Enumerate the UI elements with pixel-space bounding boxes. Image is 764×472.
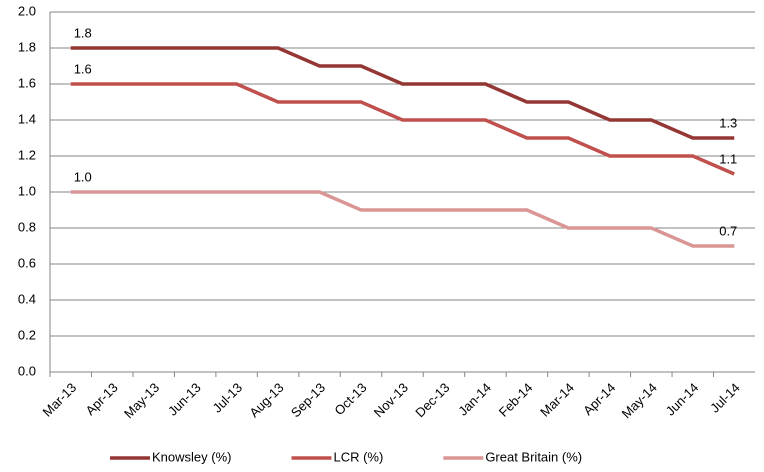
x-tick-label: Feb-14 — [496, 380, 536, 420]
legend-label: LCR (%) — [333, 449, 383, 464]
series-line — [70, 46, 735, 140]
x-tick-label: Jan-14 — [455, 380, 494, 419]
y-tick-label: 1.4 — [18, 111, 36, 126]
y-tick-label: 1.2 — [18, 147, 36, 162]
x-tick-label: Oct-13 — [331, 380, 369, 418]
x-tick-label: Apr-14 — [580, 380, 618, 418]
y-tick-label: 0.0 — [18, 363, 36, 378]
data-label: 1.6 — [74, 61, 92, 76]
data-label: 1.0 — [74, 169, 92, 184]
y-tick-label: 1.0 — [18, 183, 36, 198]
x-tick-label: Jun-14 — [663, 380, 702, 419]
y-tick-label: 0.8 — [18, 219, 36, 234]
x-tick-label: Dec-13 — [412, 380, 452, 420]
series-line — [70, 190, 735, 248]
y-tick-label: 2.0 — [18, 3, 36, 18]
x-tick-label: Apr-13 — [83, 380, 121, 418]
legend-label: Great Britain (%) — [485, 449, 582, 464]
x-tick-label: Aug-13 — [246, 380, 286, 420]
data-label: 0.7 — [719, 223, 737, 238]
x-tick-label: Nov-13 — [371, 380, 411, 420]
data-label: 1.8 — [74, 25, 92, 40]
x-tick-label: May-14 — [619, 380, 660, 421]
y-tick-label: 1.8 — [18, 39, 36, 54]
y-tick-label: 1.6 — [18, 75, 36, 90]
y-tick-label: 0.2 — [18, 327, 36, 342]
data-label: 1.1 — [719, 151, 737, 166]
y-tick-label: 0.6 — [18, 255, 36, 270]
x-tick-label: Sep-13 — [288, 380, 328, 420]
x-tick-label: Mar-13 — [40, 380, 80, 420]
x-tick-label: Jul-13 — [210, 380, 246, 416]
x-tick-label: Jul-14 — [707, 380, 743, 416]
legend-label: Knowsley (%) — [152, 449, 231, 464]
x-tick-label: May-13 — [121, 380, 162, 421]
data-label: 1.3 — [719, 115, 737, 130]
series-line — [70, 82, 735, 176]
y-tick-label: 0.4 — [18, 291, 36, 306]
x-tick-label: Mar-14 — [537, 380, 577, 420]
x-tick-label: Jun-13 — [165, 380, 204, 419]
